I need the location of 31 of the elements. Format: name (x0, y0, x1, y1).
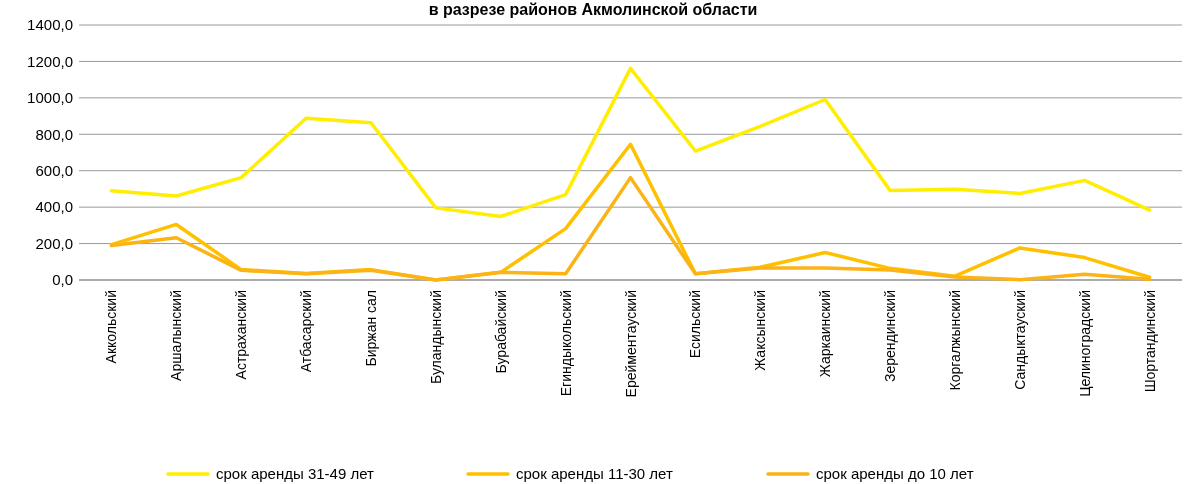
legend-label: срок аренды 31-49 лет (216, 465, 375, 483)
y-tick-label: 1200,0 (27, 52, 73, 70)
x-tick-label: Жаксынский (752, 290, 769, 371)
x-tick-label: Буландынский (427, 290, 444, 384)
y-tick-label: 0,0 (52, 271, 73, 289)
x-tick-label: Целиноградский (1076, 290, 1093, 397)
y-tick-label: 1000,0 (27, 89, 73, 107)
legend-label: срок аренды до 10 лет (816, 465, 974, 483)
x-tick-label: Коргалжынский (946, 290, 963, 391)
x-tick-label: Бурабайский (492, 290, 509, 374)
y-tick-label: 200,0 (35, 234, 73, 252)
x-tick-label: Биржан сал (362, 290, 379, 367)
y-tick-label: 1400,0 (27, 16, 73, 34)
x-tick-label: Аршалынский (168, 290, 185, 381)
x-tick-label: Астраханский (233, 290, 250, 380)
x-tick-label: Зерендинский (882, 290, 899, 383)
x-tick-label: Жаркаинский (817, 290, 834, 378)
legend-label: срок аренды 11-30 лет (516, 465, 673, 483)
x-tick-label: Есильский (687, 290, 704, 359)
x-tick-label: Сандыктауский (1011, 290, 1028, 390)
line-series (109, 175, 1152, 282)
y-tick-label: 800,0 (35, 125, 73, 143)
x-tick-label: Ерейментауский (622, 290, 639, 398)
y-tick-label: 400,0 (35, 198, 73, 216)
x-tick-label: Шортандинский (1141, 290, 1158, 393)
x-tick-label: Аккольский (103, 290, 120, 364)
chart-title: в разрезе районов Акмолинской области (428, 1, 758, 18)
line-series (109, 66, 1152, 219)
y-tick-label: 600,0 (35, 161, 73, 179)
x-tick-label: Атбасарский (298, 290, 315, 373)
x-tick-label: Егиндыкольский (557, 290, 574, 397)
